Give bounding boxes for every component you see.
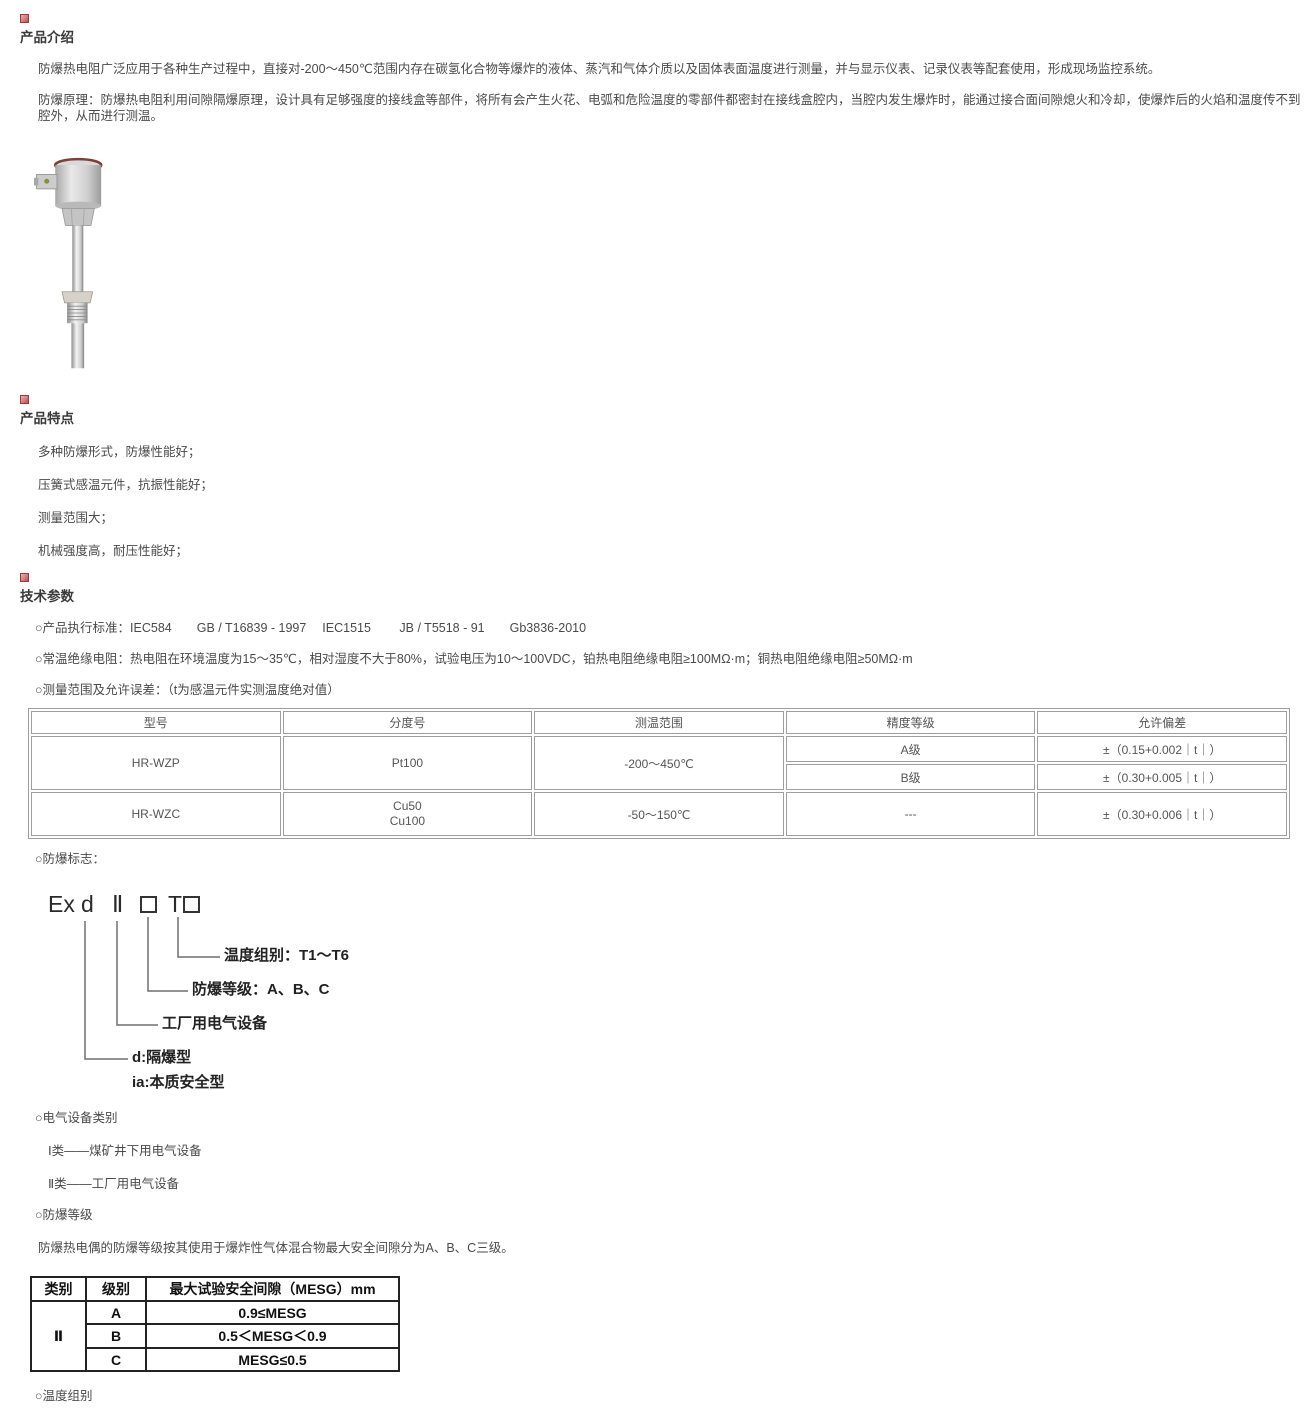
cell-accuracy-b: B级 — [785, 764, 1036, 790]
col-header-accuracy: 精度等级 — [785, 711, 1036, 734]
table-header-row: 型号 分度号 测温范围 精度等级 允许偏差 — [31, 711, 1287, 734]
cell-grade-a: A — [85, 1300, 147, 1325]
cell-model-wzc: HR-WZC — [31, 792, 281, 836]
intro-paragraph-1: 防爆热电阻广泛应用于各种生产过程中，直接对-200～450℃范围内存在碳氢化合物… — [38, 62, 1161, 76]
cell-deviation-wzc: ±（0.30+0.006｜t｜） — [1037, 792, 1287, 836]
label-ia-type: ia:本质安全型 — [132, 1074, 225, 1091]
col-header-range: 测温范围 — [534, 711, 784, 734]
marking-symbol-t: T — [168, 891, 183, 917]
mesg-table: 类别 级别 最大试验安全间隙（MESG）mm Ⅱ A 0.9≤MESG B 0.… — [30, 1276, 400, 1372]
product-photo — [34, 138, 1304, 389]
ex-marking-diagram: Ex d Ⅱ T 温度组别：T1～T6 防爆等级：A、B、C 工厂用电气设备 d… — [48, 893, 528, 1101]
section-marker-icon — [20, 14, 29, 23]
spec-range-note-line: ○测量范围及允许误差：（t为感温元件实测温度绝对值） — [35, 683, 340, 697]
col-header-category: 类别 — [30, 1276, 87, 1302]
cell-grade-c: C — [85, 1347, 147, 1372]
table-row: HR-WZP Pt100 -200～450℃ A级 ±（0.15+0.002｜t… — [31, 736, 1287, 790]
feature-item: 测量范围大； — [38, 511, 114, 525]
col-header-graduation: 分度号 — [282, 711, 533, 734]
cell-grade-b: B — [85, 1323, 147, 1349]
section-title-features: 产品特点 — [20, 411, 74, 426]
section-title-specs: 技术参数 — [20, 589, 74, 604]
cell-category: Ⅱ — [30, 1300, 87, 1372]
marking-temp-box — [183, 896, 200, 913]
feature-item: 多种防爆形式，防爆性能好； — [38, 445, 201, 459]
section-title-intro: 产品介绍 — [20, 30, 74, 45]
marking-bullet: ○防爆标志： — [35, 852, 106, 866]
marking-grade-box — [140, 896, 157, 913]
col-header-mesg: 最大试验安全间隙（MESG）mm — [145, 1276, 400, 1302]
table-row: Ⅱ A 0.9≤MESG — [30, 1300, 400, 1372]
feature-item: 压簧式感温元件，抗振性能好； — [38, 478, 214, 492]
feature-item: 机械强度高，耐压性能好； — [38, 544, 189, 558]
cell-deviation-b: ±（0.30+0.005｜t｜） — [1037, 764, 1287, 790]
section-marker-icon — [20, 573, 29, 582]
cell-accuracy-a: A级 — [785, 736, 1036, 762]
table-row: B 0.5＜MESG＜0.9 — [31, 1323, 400, 1349]
intro-paragraph-2: 防爆原理：防爆热电阻利用间隙隔爆原理，设计具有足够强度的接线盒等部件，将所有会产… — [38, 93, 1301, 123]
col-header-deviation: 允许偏差 — [1037, 711, 1287, 734]
col-header-model: 型号 — [31, 711, 281, 734]
section-marker-icon — [20, 395, 29, 404]
equipment-class2: Ⅱ类——工厂用电气设备 — [48, 1177, 180, 1191]
cell-mesg-c: MESG≤0.5 — [145, 1347, 400, 1372]
temperature-group-bullet: ○温度组别 — [35, 1389, 93, 1403]
measuring-range-table: 型号 分度号 测温范围 精度等级 允许偏差 HR-WZP Pt100 -200～… — [28, 708, 1290, 839]
equipment-category-bullet: ○电气设备类别 — [35, 1111, 118, 1125]
spec-standard-line: ○产品执行标准：IEC584 GB / T16839 - 1997 IEC151… — [35, 621, 587, 635]
col-header-grade: 级别 — [85, 1276, 147, 1302]
marking-symbol-ex: Ex — [48, 891, 75, 917]
table-row: B级 ±（0.30+0.005｜t｜） — [31, 764, 1287, 790]
cell-range-wzc: -50～150℃ — [534, 792, 784, 836]
explosion-grade-bullet: ○防爆等级 — [35, 1208, 93, 1222]
table-row: C MESG≤0.5 — [31, 1347, 400, 1372]
cell-graduation-wzc: Cu50 Cu100 — [282, 792, 533, 836]
thermocouple-probe-image — [34, 157, 103, 369]
table-row: HR-WZC Cu50 Cu100 -50～150℃ --- ±（0.30+0.… — [31, 792, 1287, 836]
table-header-row: 类别 级别 最大试验安全间隙（MESG）mm — [30, 1276, 400, 1302]
label-temperature-group: 温度组别：T1～T6 — [224, 947, 350, 964]
cell-model-wzp: HR-WZP — [31, 736, 281, 790]
marking-symbol-class: Ⅱ — [112, 891, 124, 917]
explosion-grade-note: 防爆热电偶的防爆等级按其使用于爆炸性气体混合物最大安全间隙分为A、B、C三级。 — [38, 1241, 514, 1255]
label-d-type: d:隔爆型 — [132, 1049, 192, 1066]
cell-mesg-b: 0.5＜MESG＜0.9 — [145, 1323, 400, 1349]
cell-mesg-a: 0.9≤MESG — [145, 1300, 400, 1325]
label-factory-equipment: 工厂用电气设备 — [162, 1015, 268, 1032]
marking-symbol-d: d — [81, 891, 94, 917]
cell-range-wzp: -200～450℃ — [534, 736, 784, 790]
cell-accuracy-wzc: --- — [785, 792, 1036, 836]
equipment-class1: Ⅰ类——煤矿井下用电气设备 — [48, 1144, 202, 1158]
diagram-connector-lines — [84, 917, 220, 1060]
cell-deviation-a: ±（0.15+0.002｜t｜） — [1037, 736, 1287, 762]
label-explosion-grade: 防爆等级：A、B、C — [192, 981, 330, 998]
cell-graduation-wzp: Pt100 — [282, 736, 533, 790]
spec-insulation-line: ○常温绝缘电阻：热电阻在环境温度为15～35℃，相对湿度不大于80%，试验电压为… — [35, 652, 913, 666]
